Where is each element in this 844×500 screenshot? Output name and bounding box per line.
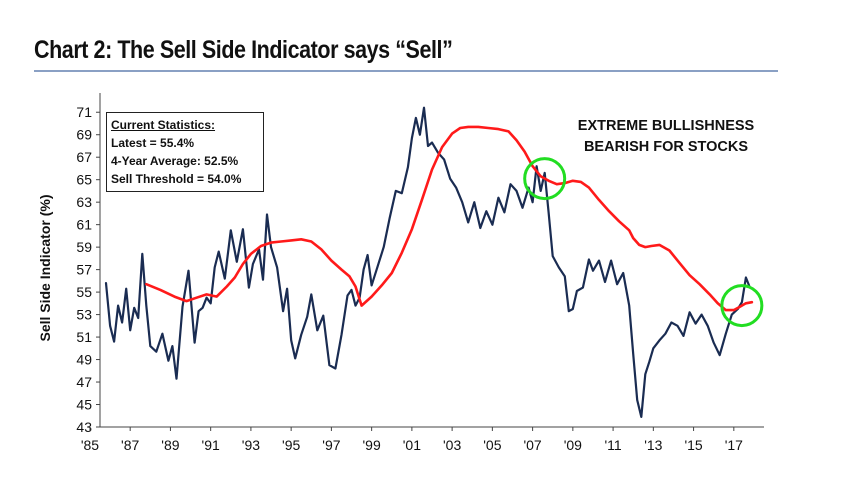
x-tick-label: '91	[202, 437, 220, 453]
y-tick-label: 69	[76, 127, 92, 143]
y-tick-label: 45	[76, 397, 92, 413]
y-tick-label: 43	[76, 419, 92, 435]
highlight-circle	[523, 157, 567, 201]
y-tick-label: 59	[76, 239, 92, 255]
chart-title: Chart 2: The Sell Side Indicator says “S…	[34, 36, 453, 64]
y-tick-label: 61	[76, 217, 92, 233]
y-axis-label: Sell Side Indicator (%)	[37, 194, 53, 341]
y-tick-label: 47	[76, 374, 92, 390]
x-tick-label: '95	[282, 437, 300, 453]
stats-average: 4-Year Average: 52.5%	[111, 154, 239, 168]
y-tick-label: 57	[76, 262, 92, 278]
sell-side-indicator-line	[104, 106, 752, 418]
y-tick-label: 53	[76, 307, 92, 323]
four-year-average-line	[145, 125, 754, 312]
annotation-line-1: EXTREME BULLISHNESS	[577, 118, 755, 134]
annotation-line-2: BEARISH FOR STOCKS	[583, 139, 749, 155]
x-tick-label: '97	[322, 437, 340, 453]
x-tick-label: '05	[483, 437, 501, 453]
x-tick-label: '09	[564, 437, 582, 453]
x-tick-label: '15	[684, 437, 702, 453]
stats-threshold: Sell Threshold = 54.0%	[111, 172, 242, 186]
x-tick-label: '01	[403, 437, 421, 453]
x-tick-label: '07	[523, 437, 541, 453]
series-layer	[104, 106, 754, 418]
y-tick-label: 55	[76, 284, 92, 300]
y-tick-label: 65	[76, 172, 92, 188]
x-tick-label: '87	[121, 437, 139, 453]
highlight-layer	[523, 157, 764, 328]
stats-heading: Current Statistics:	[111, 118, 216, 132]
y-tick-label: 51	[76, 329, 92, 345]
x-tick-label: '03	[443, 437, 461, 453]
extreme-bullishness-annotation: EXTREME BULLISHNESS BEARISH FOR STOCKS	[548, 116, 784, 158]
x-axis-ticks: '85 '87 '89 '91 '93 '95 '97 '99 '01 '03 '05 '07 '09 '…	[81, 427, 743, 453]
title-rule	[34, 70, 778, 72]
x-tick-label: '99	[363, 437, 381, 453]
y-tick-label: 49	[76, 352, 92, 368]
y-axis-ticks: 43 45 47 49 51 53 55 57 59 61 63 65 67 69 71	[76, 104, 100, 435]
y-tick-label: 67	[76, 149, 92, 165]
y-tick-label: 71	[76, 104, 92, 120]
x-tick-label: '13	[644, 437, 662, 453]
x-tick-label: '93	[242, 437, 260, 453]
x-tick-label: '85	[81, 437, 99, 453]
highlight-circle	[720, 284, 764, 328]
x-tick-label: '11	[604, 437, 621, 453]
x-tick-label: '17	[725, 437, 743, 453]
y-tick-label: 63	[76, 194, 92, 210]
current-statistics-box: Current Statistics: Latest = 55.4% 4-Yea…	[106, 112, 264, 192]
x-tick-label: '89	[161, 437, 179, 453]
stats-latest: Latest = 55.4%	[111, 136, 195, 150]
